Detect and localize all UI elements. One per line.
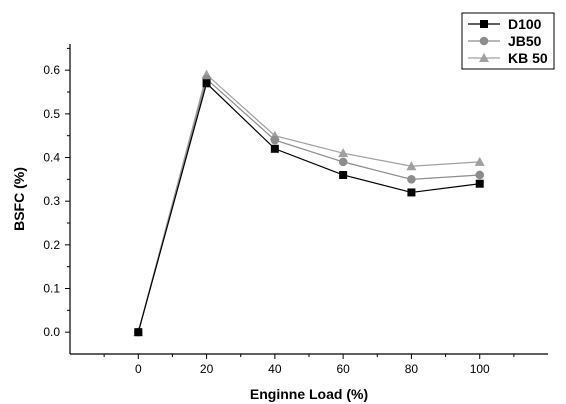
x-tick-label: 0 <box>135 362 142 376</box>
x-tick-label: 100 <box>470 362 490 376</box>
series-line-d100 <box>137 82 480 333</box>
data-point-d100 <box>270 144 279 153</box>
x-axis-label: Enginne Load (%) <box>250 386 368 402</box>
legend-marker-d100 <box>480 20 488 28</box>
legend-label-kb-50: KB 50 <box>508 50 548 66</box>
y-tick-label: 0.1 <box>43 282 60 296</box>
series-line-jb50 <box>137 77 480 333</box>
data-point-d100 <box>407 188 416 197</box>
data-point-d100 <box>475 179 484 188</box>
axes <box>69 44 548 355</box>
y-tick-label: 0.6 <box>43 63 60 77</box>
data-point-d100 <box>202 79 211 88</box>
data-point-kb-50 <box>474 156 485 166</box>
y-tick-label: 0.2 <box>43 238 60 252</box>
y-tick-label: 0.4 <box>43 151 60 165</box>
ticks: 0.0 0.1 0.2 0.3 0.4 0.5 0.6 0 20 40 60 80 100 <box>43 47 515 376</box>
data-point-kb-50 <box>406 161 417 171</box>
data-point-jb50 <box>270 135 280 145</box>
x-tick-label: 40 <box>268 362 282 376</box>
data-point-jb50 <box>475 170 485 180</box>
legend-label-d100: D100 <box>508 16 542 32</box>
x-tick-label: 80 <box>405 362 419 376</box>
data-point-d100 <box>339 170 348 179</box>
y-axis-label: BSFC (%) <box>11 167 27 231</box>
y-tick-label: 0.5 <box>43 107 60 121</box>
data-point-d100 <box>134 328 143 337</box>
y-tick-label: 0.0 <box>43 325 60 339</box>
series-layer <box>133 69 485 337</box>
x-tick-label: 60 <box>336 362 350 376</box>
legend-marker-kb-50 <box>479 53 489 62</box>
x-tick-label: 20 <box>200 362 214 376</box>
data-point-kb-50 <box>338 148 349 158</box>
series-line-kb-50 <box>137 73 480 333</box>
y-tick-label: 0.3 <box>43 194 60 208</box>
legend-marker-jb50 <box>479 36 489 46</box>
legend-label-jb50: JB50 <box>508 33 542 49</box>
data-point-jb50 <box>407 175 416 184</box>
data-point-jb50 <box>338 157 348 167</box>
